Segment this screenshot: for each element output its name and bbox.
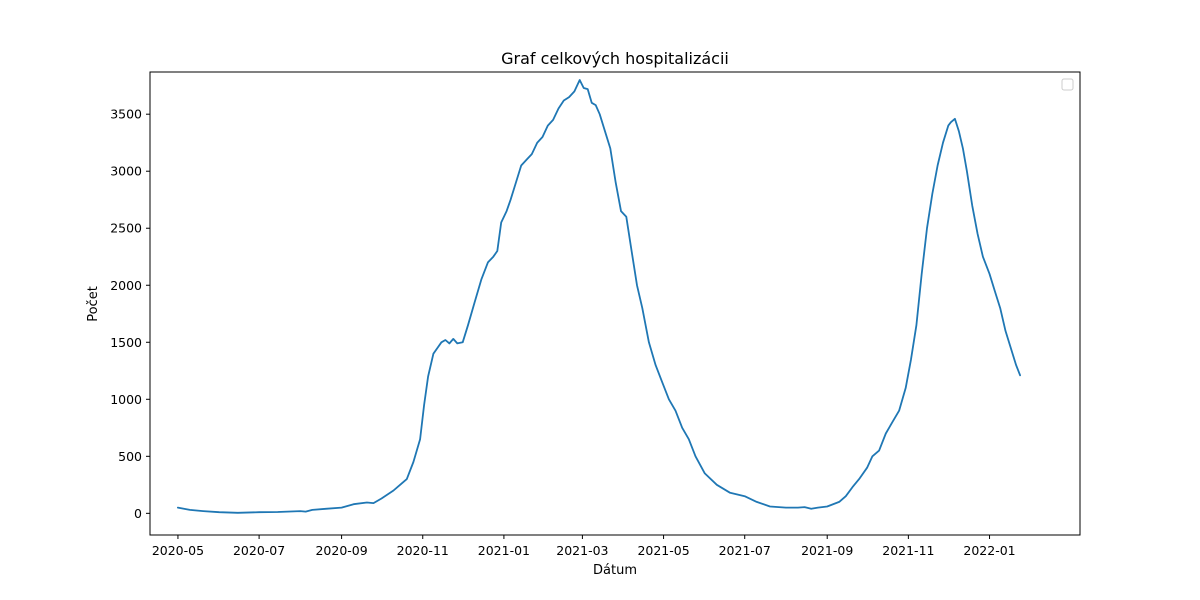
series-line [176,79,1021,514]
y-axis-label: Počet [86,286,101,322]
y-tick-label: 2500 [110,221,142,236]
y-tick-label: 500 [118,449,142,464]
x-tick-label: 2020-11 [397,543,449,558]
y-tick-label: 1500 [110,335,142,350]
chart-title: Graf celkových hospitalizácii [501,49,729,68]
x-tick-label: 2020-05 [152,543,204,558]
x-tick-label: 2020-09 [315,543,367,558]
x-tick-label: 2021-03 [556,543,608,558]
plot-frame [149,71,1081,536]
x-tick-label: 2020-07 [233,543,285,558]
y-axis-ticks: 0 500 1000 1500 2000 2500 3000 3500 [110,107,150,521]
y-tick-label: 2000 [110,278,142,293]
y-tick-label: 1000 [110,392,142,407]
x-tick-label: 2021-09 [801,543,853,558]
legend-box [1061,78,1074,91]
y-tick-label: 0 [134,506,142,521]
x-axis-ticks: 2020-05 2020-07 2020-09 2020-11 2021-01 2021-… [152,535,1016,558]
x-tick-label: 2021-01 [478,543,530,558]
series-layer [176,79,1021,514]
x-axis-label: Dátum [593,563,637,578]
x-tick-label: 2021-07 [719,543,771,558]
x-tick-label: 2021-11 [882,543,934,558]
x-tick-label: 2021-05 [637,543,689,558]
y-tick-label: 3500 [110,107,142,122]
x-tick-label: 2022-01 [963,543,1015,558]
y-tick-label: 3000 [110,164,142,179]
